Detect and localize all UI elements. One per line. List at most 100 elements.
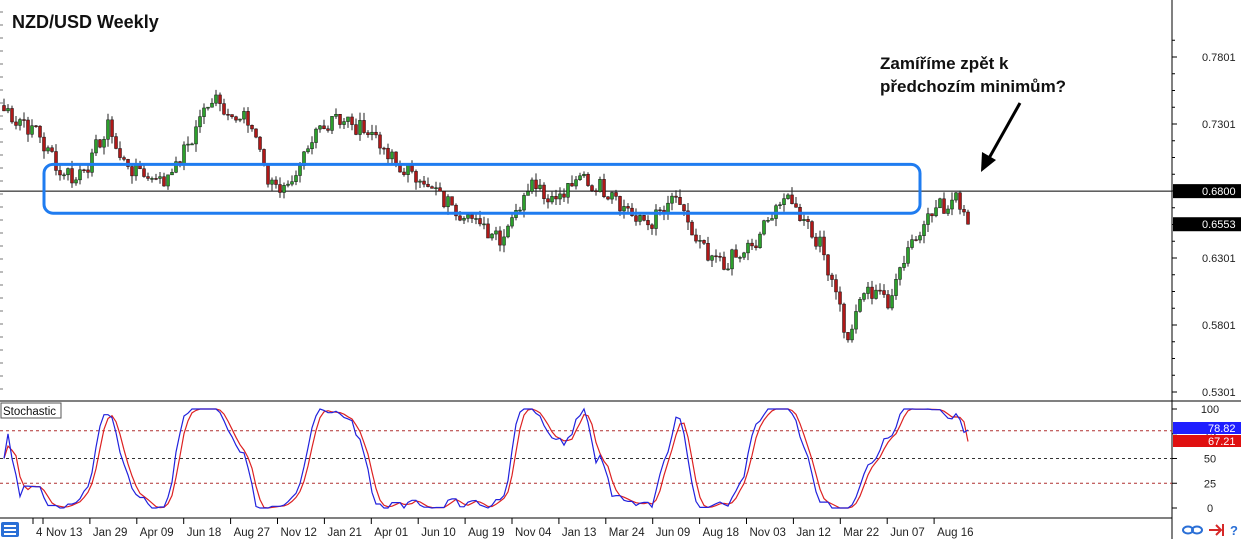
candle-body [2, 105, 6, 112]
candle-body [50, 147, 54, 152]
candle-body [358, 120, 362, 135]
candle-body [282, 185, 286, 193]
menu-icon[interactable] [1, 522, 19, 537]
candle-body [182, 144, 186, 165]
candle-body [422, 180, 426, 185]
annotation-line-1: Zamíříme zpět k [880, 54, 1009, 73]
candle-body [610, 192, 614, 200]
candle-body [390, 151, 394, 160]
candle-body [10, 108, 14, 123]
candle-body [246, 111, 250, 126]
candle-body [550, 196, 554, 203]
candle-body [14, 121, 18, 126]
candle-body [342, 121, 346, 125]
candle-body [298, 165, 302, 176]
candle-body [102, 139, 106, 148]
candle-body [306, 148, 310, 153]
annotation-line-2: předchozím minimům? [880, 77, 1066, 96]
candle-body [202, 107, 206, 117]
candle-body [482, 223, 486, 226]
candle-body [46, 147, 50, 152]
time-tick-label: Nov 13 [46, 527, 82, 539]
candle-body [354, 124, 358, 135]
stochastic-tag-box [1173, 435, 1241, 447]
candle-body [622, 206, 626, 212]
candle-body [602, 179, 606, 197]
candle-body [566, 183, 570, 198]
candle-body [394, 151, 398, 164]
stochastic-tag-label: 67.21 [1208, 436, 1236, 448]
candle-body [746, 242, 750, 254]
price-tick-label: 0.7301 [1202, 119, 1236, 131]
time-tick-label: Jan 21 [327, 527, 362, 539]
stochastic-label: Stochastic [0, 402, 62, 419]
time-tick-label: Aug 16 [937, 527, 973, 539]
candle-body [438, 187, 442, 192]
candle-body [858, 299, 862, 312]
candle-body [490, 233, 494, 239]
candle-body [6, 108, 10, 112]
candle-body [142, 168, 146, 177]
support-zone-rectangle[interactable] [42, 162, 922, 215]
price-tag-box [1173, 217, 1241, 232]
candle-body [78, 169, 82, 181]
candle-body [418, 180, 422, 183]
candle-body [166, 174, 170, 187]
candle-body [154, 178, 158, 180]
candle-body [442, 191, 446, 208]
time-tick-label: Jun 10 [421, 527, 456, 539]
candle-body [838, 291, 842, 305]
candle-body [626, 206, 630, 209]
candle-body [98, 139, 102, 148]
price-tick-label: 0.5301 [1202, 387, 1236, 399]
candle-body [230, 114, 234, 117]
stochastic-tick-label: 50 [1204, 454, 1216, 466]
candle-body [466, 214, 470, 219]
help-button[interactable]: ? [1230, 523, 1238, 538]
candle-body [882, 290, 886, 295]
candle-body [486, 223, 490, 239]
candle-body [118, 148, 122, 158]
candle-body [618, 196, 622, 212]
price-tags: 0.6800 0.6553 [1173, 184, 1241, 232]
candle-body [826, 254, 830, 276]
candle-body [806, 219, 810, 222]
candle-body [374, 131, 378, 136]
candle-body [750, 242, 754, 247]
candle-body [258, 136, 262, 150]
annotation-arrow [981, 102, 1022, 172]
candle-body [830, 274, 834, 280]
candle-body [510, 217, 514, 227]
candle-body [70, 168, 74, 184]
candle-body [454, 204, 458, 217]
candle-body [878, 289, 882, 292]
candle-body [234, 116, 238, 121]
candle-body [606, 196, 610, 200]
time-tick-label: Nov 03 [750, 527, 786, 539]
candle-body [706, 243, 710, 261]
candle-body [590, 185, 594, 191]
candle-body [670, 195, 674, 204]
candle-body [414, 171, 418, 183]
candle-body [458, 215, 462, 221]
arrow-right-icon[interactable] [1209, 524, 1224, 536]
candle-body [910, 239, 914, 248]
candle-body [242, 111, 246, 120]
candle-body [226, 114, 230, 116]
candle-body [382, 147, 386, 150]
stochastic-tick-label: 100 [1201, 404, 1219, 416]
candle-body [778, 204, 782, 206]
link-icon[interactable] [1182, 525, 1203, 535]
candle-body [254, 128, 258, 138]
candle-body [710, 255, 714, 261]
time-tick-label: Aug 27 [234, 527, 270, 539]
candle-body [546, 198, 550, 203]
candle-body [370, 131, 374, 135]
candle-body [574, 179, 578, 187]
candle-body [54, 151, 58, 171]
candle-body [726, 268, 730, 271]
candle-body [62, 174, 66, 177]
time-tick-label: Aug 18 [703, 527, 739, 539]
candle-body [786, 194, 790, 199]
candle-body [330, 116, 334, 131]
